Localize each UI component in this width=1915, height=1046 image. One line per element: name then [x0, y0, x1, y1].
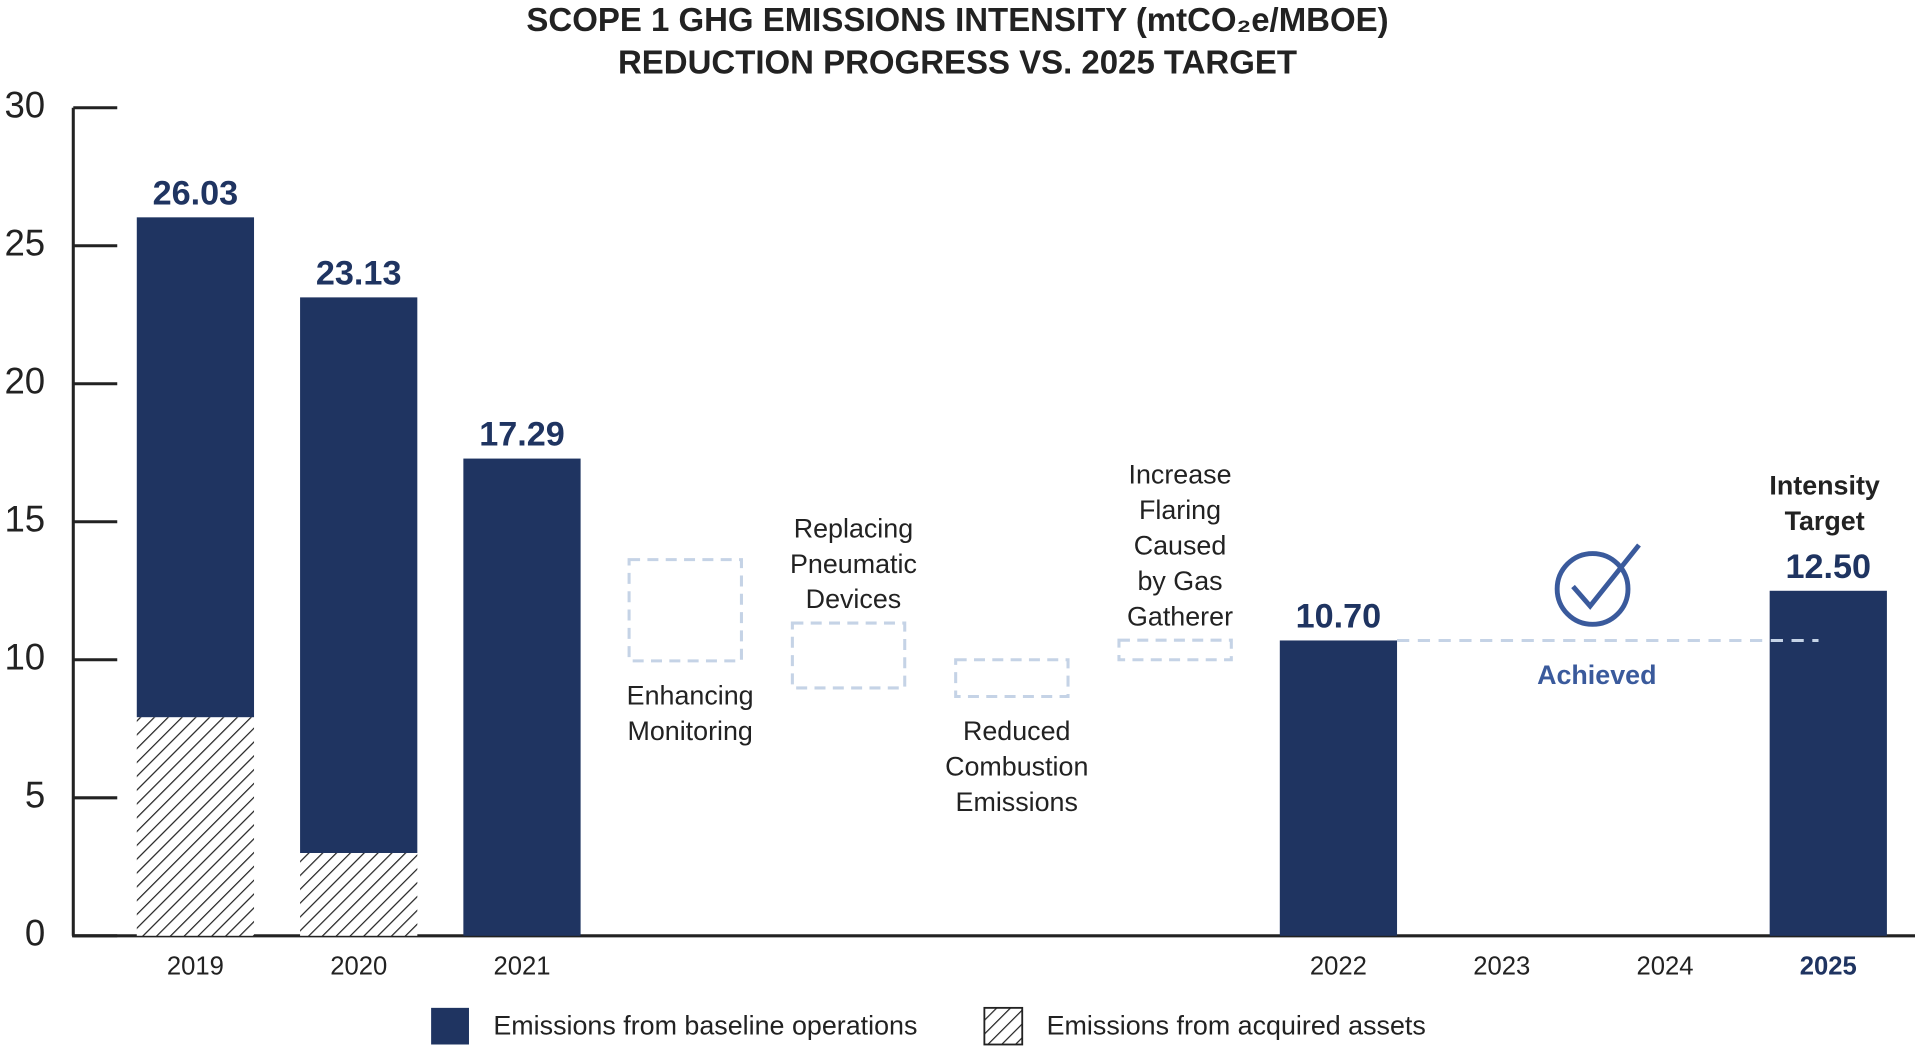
y-tick-label: 30	[4, 84, 45, 125]
value-label: 26.03	[153, 174, 239, 212]
bar-segment	[300, 297, 418, 853]
chart-subtitle: REDUCTION PROGRESS VS. 2025 TARGET	[618, 44, 1297, 81]
legend-swatch	[431, 1007, 469, 1045]
step-box	[954, 658, 1070, 699]
value-label: 23.13	[316, 254, 402, 292]
step-label: Replacing	[794, 513, 913, 543]
legend-label: Emissions from acquired assets	[1047, 1010, 1426, 1040]
bar-segment	[136, 717, 255, 936]
x-tick-label: 2023	[1473, 952, 1530, 980]
bar-segment	[300, 852, 418, 936]
y-tick-label: 20	[4, 360, 45, 401]
legend-label: Emissions from baseline operations	[493, 1010, 917, 1040]
bar-segment	[136, 217, 255, 718]
step-label: Emissions	[956, 787, 1078, 817]
bar-segment	[1279, 640, 1398, 936]
x-tick-label: 2020	[330, 952, 387, 980]
y-tick-label: 5	[25, 774, 45, 815]
bar-segment	[1769, 590, 1887, 936]
step-box	[627, 558, 743, 663]
value-label: 12.50	[1786, 548, 1872, 586]
step-label: Monitoring	[627, 716, 752, 746]
x-tick-label: 2019	[167, 952, 224, 980]
value-label: 17.29	[479, 416, 565, 454]
step-label: Enhancing	[627, 681, 754, 711]
target-label: Target	[1785, 506, 1865, 536]
step-label: Gatherer	[1127, 601, 1233, 631]
step-label: Flaring	[1139, 495, 1221, 525]
step-box	[1117, 638, 1233, 662]
step-label: Devices	[806, 584, 902, 614]
legend-swatch	[983, 1006, 1024, 1046]
step-label: Increase	[1129, 460, 1232, 490]
chart-title: SCOPE 1 GHG EMISSIONS INTENSITY (mtCO₂e/…	[526, 1, 1388, 38]
x-tick-label: 2024	[1636, 952, 1693, 980]
step-label: Caused	[1134, 530, 1227, 560]
y-tick-label: 0	[25, 912, 45, 953]
step-label: Reduced	[963, 716, 1071, 746]
y-tick-label: 25	[4, 222, 45, 263]
x-tick-label: 2025	[1800, 952, 1857, 980]
check-icon	[1554, 543, 1641, 627]
y-tick-label: 10	[4, 636, 45, 677]
achieved-label: Achieved	[1537, 660, 1656, 690]
y-tick-label: 15	[4, 498, 45, 539]
target-label: Intensity	[1769, 471, 1880, 501]
step-box	[790, 621, 907, 690]
x-tick-label: 2022	[1310, 952, 1367, 980]
value-label: 10.70	[1296, 598, 1382, 636]
step-label: Combustion	[945, 752, 1088, 782]
step-label: by Gas	[1137, 566, 1222, 596]
step-label: Pneumatic	[790, 549, 917, 579]
x-tick-label: 2021	[493, 952, 550, 980]
bar-segment	[463, 458, 581, 936]
